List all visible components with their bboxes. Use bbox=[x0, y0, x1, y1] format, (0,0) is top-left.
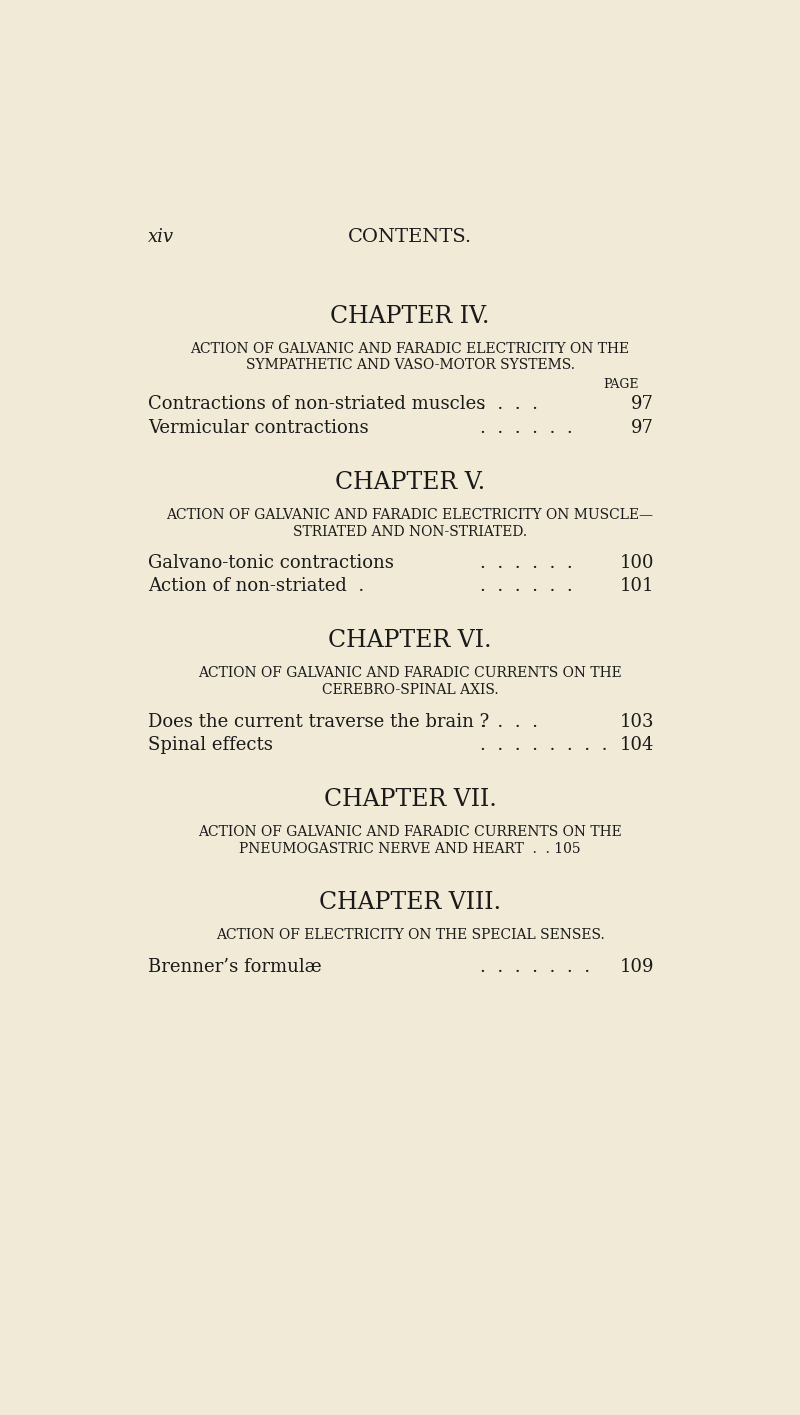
Text: CHAPTER VIII.: CHAPTER VIII. bbox=[319, 891, 501, 914]
Text: .  .  .  .  .  .: . . . . . . bbox=[480, 577, 573, 596]
Text: PNEUMOGASTRIC NERVE AND HEART  .  . 105: PNEUMOGASTRIC NERVE AND HEART . . 105 bbox=[239, 842, 581, 856]
Text: STRIATED AND NON-STRIATED.: STRIATED AND NON-STRIATED. bbox=[293, 525, 527, 539]
Text: CONTENTS.: CONTENTS. bbox=[348, 228, 472, 246]
Text: Action of non-striated  .: Action of non-striated . bbox=[148, 577, 364, 596]
Text: Does the current traverse the brain ?: Does the current traverse the brain ? bbox=[148, 713, 490, 730]
Text: 97: 97 bbox=[631, 419, 654, 436]
Text: .  .  .  .  .  .  .: . . . . . . . bbox=[480, 958, 590, 975]
Text: Spinal effects: Spinal effects bbox=[148, 736, 273, 754]
Text: Vermicular contractions: Vermicular contractions bbox=[148, 419, 369, 436]
Text: .  .  .  .: . . . . bbox=[480, 713, 538, 730]
Text: ACTION OF ELECTRICITY ON THE SPECIAL SENSES.: ACTION OF ELECTRICITY ON THE SPECIAL SEN… bbox=[216, 928, 604, 942]
Text: PAGE: PAGE bbox=[603, 378, 638, 392]
Text: .  .  .  .  .  .: . . . . . . bbox=[480, 555, 573, 572]
Text: Contractions of non-striated muscles: Contractions of non-striated muscles bbox=[148, 395, 486, 413]
Text: .  .  .  .  .  .: . . . . . . bbox=[480, 419, 573, 436]
Text: 101: 101 bbox=[620, 577, 654, 596]
Text: 104: 104 bbox=[620, 736, 654, 754]
Text: 100: 100 bbox=[620, 555, 654, 572]
Text: CHAPTER V.: CHAPTER V. bbox=[335, 471, 485, 494]
Text: ACTION OF GALVANIC AND FARADIC CURRENTS ON THE: ACTION OF GALVANIC AND FARADIC CURRENTS … bbox=[198, 825, 622, 839]
Text: CHAPTER IV.: CHAPTER IV. bbox=[330, 304, 490, 327]
Text: .  .  .  .: . . . . bbox=[480, 395, 538, 413]
Text: ACTION OF GALVANIC AND FARADIC CURRENTS ON THE: ACTION OF GALVANIC AND FARADIC CURRENTS … bbox=[198, 666, 622, 681]
Text: ACTION OF GALVANIC AND FARADIC ELECTRICITY ON THE: ACTION OF GALVANIC AND FARADIC ELECTRICI… bbox=[190, 341, 630, 355]
Text: Galvano-tonic contractions: Galvano-tonic contractions bbox=[148, 555, 394, 572]
Text: CHAPTER VII.: CHAPTER VII. bbox=[323, 788, 497, 811]
Text: ACTION OF GALVANIC AND FARADIC ELECTRICITY ON MUSCLE—: ACTION OF GALVANIC AND FARADIC ELECTRICI… bbox=[166, 508, 654, 522]
Text: Brenner’s formulæ: Brenner’s formulæ bbox=[148, 958, 322, 975]
Text: SYMPATHETIC AND VASO-MOTOR SYSTEMS.: SYMPATHETIC AND VASO-MOTOR SYSTEMS. bbox=[246, 358, 574, 372]
Text: CEREBRO-SPINAL AXIS.: CEREBRO-SPINAL AXIS. bbox=[322, 683, 498, 698]
Text: xiv: xiv bbox=[148, 228, 174, 246]
Text: CHAPTER VI.: CHAPTER VI. bbox=[328, 630, 492, 652]
Text: 103: 103 bbox=[620, 713, 654, 730]
Text: 97: 97 bbox=[631, 395, 654, 413]
Text: 109: 109 bbox=[620, 958, 654, 975]
Text: .  .  .  .  .  .  .  .: . . . . . . . . bbox=[480, 736, 607, 754]
